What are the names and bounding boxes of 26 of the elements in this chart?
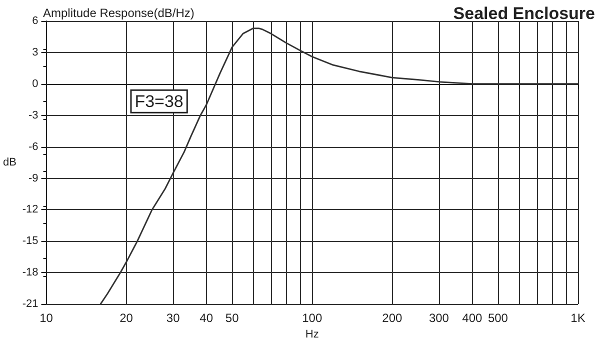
x-axis-title: Hz xyxy=(305,328,319,340)
chart-subtitle: Sealed Enclosure xyxy=(453,4,596,23)
x-tick-label: 400 xyxy=(462,311,483,326)
x-tick-label: 40 xyxy=(200,311,214,326)
x-tick-label: 30 xyxy=(166,311,180,326)
x-tick-label: 100 xyxy=(302,311,322,326)
x-tick-label: 200 xyxy=(382,311,402,326)
x-tick-label: 300 xyxy=(428,311,450,326)
y-tick-label: -18 xyxy=(22,266,38,279)
y-tick-label: -6 xyxy=(28,140,38,153)
annotation: F3=38 xyxy=(134,92,184,111)
x-tick-label: 20 xyxy=(120,311,134,326)
y-tick-label: -9 xyxy=(28,172,38,184)
x-tick-label: 500 xyxy=(488,311,508,326)
y-tick-label: -3 xyxy=(28,109,38,122)
y-tick-label: -15 xyxy=(22,235,38,248)
chart-title: Amplitude Response(dB/Hz) xyxy=(43,6,194,20)
y-tick-label: -21 xyxy=(22,298,38,310)
y-tick-label: 3 xyxy=(32,46,38,58)
y-tick-label: 6 xyxy=(32,15,38,27)
y-tick-label: 0 xyxy=(32,78,38,90)
y-axis-title: dB xyxy=(2,156,16,169)
y-tick-label: -12 xyxy=(22,204,38,216)
x-tick-label: 1K xyxy=(570,311,586,326)
x-tick-label: 50 xyxy=(225,311,240,326)
x-tick-label: 10 xyxy=(40,311,54,326)
